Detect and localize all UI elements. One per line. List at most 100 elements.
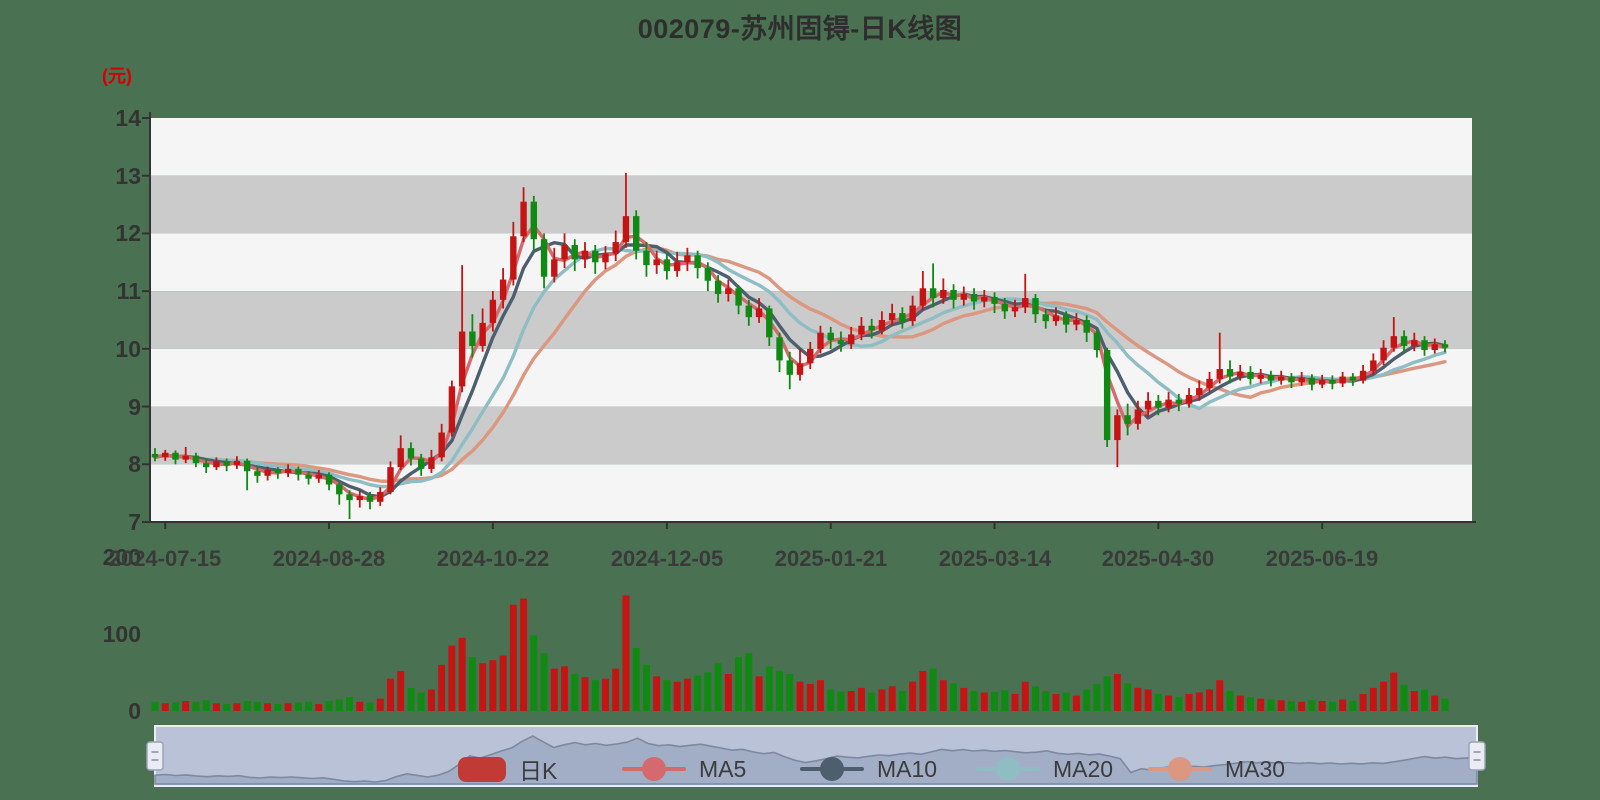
volume-bar: [448, 645, 456, 711]
volume-bar: [356, 701, 364, 711]
candle-body: [1370, 360, 1377, 371]
candle-body: [1277, 376, 1285, 381]
candle-body: [1257, 374, 1264, 379]
volume-bar: [1257, 698, 1265, 711]
legend-item-ma10[interactable]: MA10: [800, 750, 937, 788]
volume-bar: [233, 703, 241, 711]
candle-body: [387, 467, 394, 492]
ma5-legend-swatch: [622, 756, 686, 782]
candle-body: [1093, 332, 1101, 351]
candle-body: [1411, 340, 1418, 346]
volume-bar: [520, 598, 528, 711]
grid-band: [150, 118, 1472, 176]
volume-bar: [479, 663, 487, 711]
volume-bar: [386, 678, 394, 711]
candle-body: [510, 236, 517, 280]
volume-bar: [694, 675, 702, 711]
volume-bar: [1072, 695, 1080, 711]
volume-bar: [786, 674, 794, 711]
candle-body: [305, 474, 312, 479]
candle-body: [1073, 320, 1080, 325]
candle-body: [786, 360, 793, 375]
volume-bar: [1042, 690, 1050, 711]
candle-body: [551, 259, 558, 277]
candle-body: [878, 320, 886, 331]
volume-bar: [499, 655, 507, 711]
volume-bar: [755, 676, 763, 711]
volume-bar: [1083, 689, 1091, 711]
candle-body: [581, 250, 589, 260]
volume-bar: [192, 701, 200, 711]
candle-body: [202, 463, 210, 468]
candle-body: [540, 239, 548, 277]
volume-bar: [714, 663, 722, 711]
candle-body: [950, 289, 957, 300]
volume-bar: [683, 678, 691, 711]
volume-bar: [1380, 681, 1388, 711]
volume-bar: [1185, 694, 1193, 711]
candle-body: [827, 332, 834, 341]
volume-bar: [1216, 680, 1224, 711]
volume-bar: [991, 691, 999, 711]
candle-body: [847, 334, 855, 345]
y-axis-label: 11: [116, 278, 141, 304]
candle-body: [1206, 378, 1213, 389]
candle-body: [264, 470, 271, 476]
candle-body: [172, 452, 179, 460]
candle-body: [571, 244, 578, 260]
volume-bar: [1267, 699, 1275, 711]
volume-bar: [1154, 694, 1162, 711]
volume-bar: [827, 689, 835, 711]
volume-bar: [212, 703, 220, 711]
legend-item-ma5[interactable]: MA5: [622, 750, 746, 788]
legend-item-ma30[interactable]: MA30: [1148, 750, 1285, 788]
volume-bar: [919, 670, 927, 711]
volume-bar: [612, 668, 620, 711]
y-axis-label: 9: [128, 394, 141, 420]
volume-bar: [898, 690, 906, 711]
candle-body: [192, 455, 200, 464]
candle-body: [1247, 371, 1254, 379]
volume-bar: [1001, 690, 1009, 711]
volume-bar: [960, 687, 968, 711]
volume-bar: [581, 677, 589, 711]
volume-bar: [1021, 681, 1029, 711]
slider-handle-left[interactable]: [146, 741, 164, 771]
volume-bar: [468, 657, 476, 711]
slider-handle-right[interactable]: [1468, 741, 1486, 771]
volume-bar: [724, 674, 732, 711]
legend-label: 日K: [519, 758, 558, 784]
volume-bar: [653, 676, 661, 711]
candle-body: [499, 279, 507, 300]
y-axis-label: 14: [115, 105, 141, 131]
volume-bar: [223, 704, 231, 711]
volume-bar: [171, 702, 179, 711]
legend-label: MA10: [877, 755, 938, 782]
legend-item-ma20[interactable]: MA20: [976, 750, 1113, 788]
candle-body: [858, 325, 865, 335]
ma20-line: [153, 246, 1447, 489]
candle-body: [888, 313, 896, 320]
volume-bar: [796, 681, 804, 711]
volume-bar: [540, 653, 548, 711]
volume-bar: [530, 635, 538, 711]
candle-body: [622, 216, 630, 243]
volume-bar: [1328, 701, 1336, 711]
candle-body: [919, 288, 927, 306]
candle-body: [1288, 376, 1295, 383]
candle-body: [243, 460, 251, 472]
candle-body: [909, 305, 916, 322]
volume-bar: [366, 702, 374, 711]
candle-body: [1083, 320, 1090, 333]
legend-item-kline[interactable]: 日K: [458, 750, 557, 788]
candle-body: [407, 448, 415, 459]
volume-bar: [1349, 700, 1357, 711]
candle-body: [469, 331, 476, 346]
volume-bar: [1175, 697, 1183, 711]
volume-bar: [182, 700, 190, 711]
candle-body: [837, 340, 845, 345]
x-axis-label: 2025-06-19: [1265, 546, 1379, 571]
candle-body: [704, 268, 712, 281]
candle-body: [561, 244, 568, 260]
